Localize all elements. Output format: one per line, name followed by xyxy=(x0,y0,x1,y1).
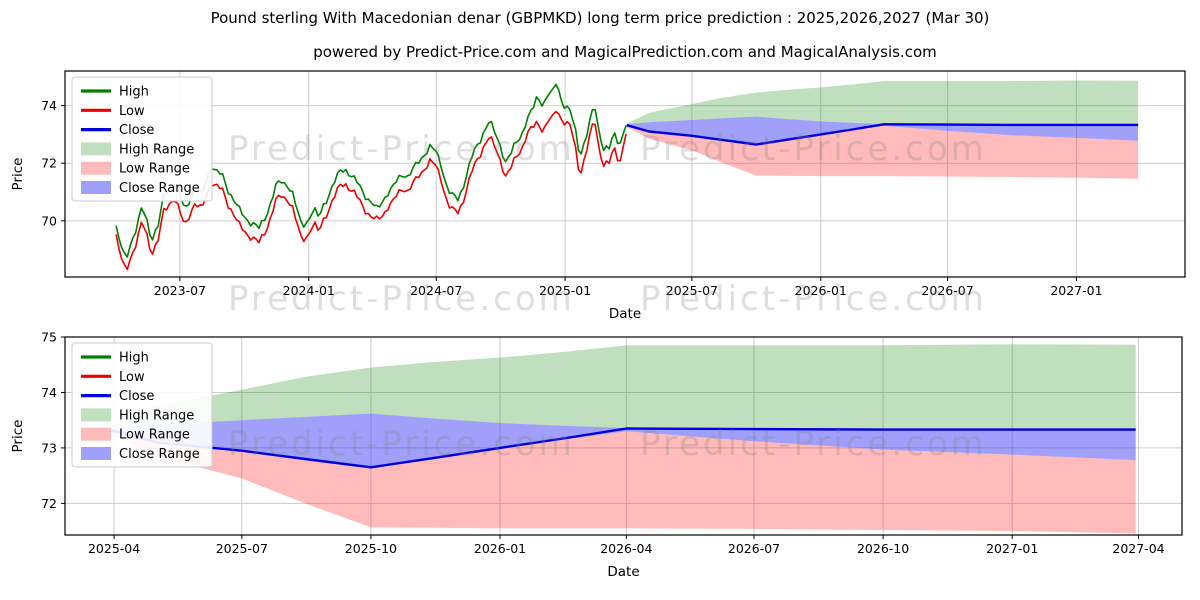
page-title: Pound sterling With Macedonian denar (GB… xyxy=(210,9,990,27)
plot-border xyxy=(64,336,1183,536)
close-line xyxy=(626,123,1139,146)
x-tick-label: 2023-07 xyxy=(154,283,206,298)
high-range-fill xyxy=(111,344,1136,429)
x-axis-label: Date xyxy=(607,564,639,580)
watermark-text: Predict-Price.com xyxy=(228,129,575,169)
y-tick-label: 73 xyxy=(41,440,57,455)
watermark-text: Predict-Price.com xyxy=(640,424,987,464)
x-tick-label: 2025-07 xyxy=(666,283,718,298)
watermark-text: Predict-Price.com xyxy=(228,279,575,319)
high-range-legend-swatch xyxy=(81,142,111,156)
legend-label: Close Range xyxy=(119,181,200,196)
plot-border xyxy=(64,70,1186,278)
legend-label: Close xyxy=(119,389,154,404)
x-tick-label: 2027-04 xyxy=(1112,541,1164,556)
y-tick-label: 72 xyxy=(41,156,57,171)
low-range-fill xyxy=(626,125,1139,179)
y-tick-label: 74 xyxy=(41,98,57,113)
low-range-legend-swatch xyxy=(81,427,111,441)
close-range-legend-swatch xyxy=(81,181,111,194)
legend-label: Low Range xyxy=(119,428,190,443)
x-tick-label: 2025-04 xyxy=(88,541,140,556)
watermark-text: Predict-Price.com xyxy=(640,129,987,169)
close-range-legend-swatch xyxy=(81,447,111,460)
x-axis-label: Date xyxy=(609,306,641,322)
x-tick-label: 2025-01 xyxy=(539,283,591,298)
y-tick-label: 70 xyxy=(41,213,57,228)
y-tick-label: 72 xyxy=(41,496,57,511)
x-tick-label: 2025-07 xyxy=(216,541,268,556)
watermark-text: Predict-Price.com xyxy=(640,279,987,319)
y-tick-label: 75 xyxy=(41,330,57,345)
legend-label: High Range xyxy=(119,142,194,157)
high-range-legend-swatch xyxy=(81,408,111,422)
x-tick-label: 2026-01 xyxy=(795,283,847,298)
legend-label: High xyxy=(119,351,149,366)
low-range-legend-swatch xyxy=(81,161,111,175)
y-axis-label: Price xyxy=(10,158,26,191)
close-range-fill xyxy=(111,413,1136,469)
x-tick-label: 2026-04 xyxy=(600,541,652,556)
legend-label: Close xyxy=(119,123,154,138)
page-subtitle: powered by Predict-Price.com and Magical… xyxy=(313,43,937,61)
low-range-fill xyxy=(111,431,1136,534)
legend-label: Close Range xyxy=(119,447,200,462)
legend-label: Low xyxy=(119,104,145,119)
x-tick-label: 2024-01 xyxy=(283,283,335,298)
legend-box xyxy=(71,76,213,202)
close-range-fill xyxy=(626,116,1139,146)
x-tick-label: 2024-07 xyxy=(410,283,462,298)
legend-label: Low xyxy=(119,370,145,385)
legend-label: High xyxy=(119,85,149,100)
legend-box xyxy=(71,342,213,468)
x-tick-label: 2026-07 xyxy=(728,541,780,556)
legend-label: High Range xyxy=(119,408,194,423)
close-line xyxy=(110,427,1136,469)
watermark-text: Predict-Price.com xyxy=(228,424,575,464)
y-axis-label: Price xyxy=(10,420,26,453)
x-tick-label: 2026-10 xyxy=(857,541,909,556)
legend-label: Low Range xyxy=(119,162,190,177)
low-line xyxy=(115,110,627,271)
x-tick-label: 2027-01 xyxy=(1050,283,1102,298)
high-range-fill xyxy=(626,80,1139,125)
x-tick-label: 2025-10 xyxy=(345,541,397,556)
y-tick-label: 74 xyxy=(41,385,57,400)
x-tick-label: 2027-01 xyxy=(986,541,1038,556)
x-tick-label: 2026-01 xyxy=(474,541,526,556)
x-tick-label: 2026-07 xyxy=(921,283,973,298)
